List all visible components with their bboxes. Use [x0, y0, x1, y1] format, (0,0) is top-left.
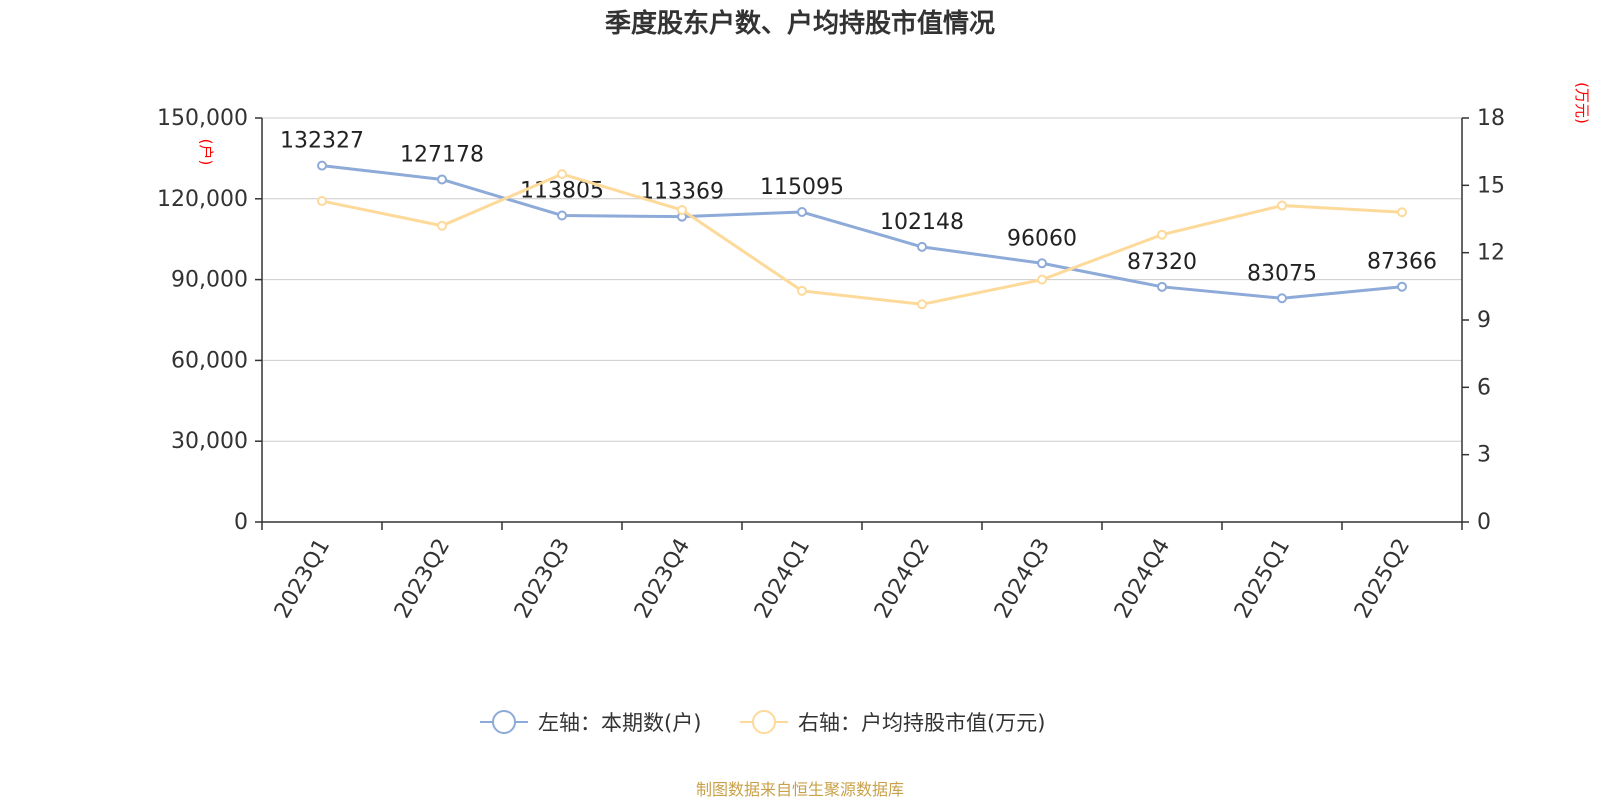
- right-tick-label: 3: [1477, 443, 1491, 468]
- left-axis-unit: (户): [197, 139, 215, 166]
- data-source: 制图数据来自恒生聚源数据库: [696, 780, 904, 799]
- data-label: 132327: [280, 129, 364, 154]
- data-point: [917, 299, 927, 310]
- left-tick-label: 0: [234, 510, 248, 535]
- right-tick-label: 9: [1477, 308, 1491, 333]
- right-tick-label: 12: [1477, 241, 1505, 266]
- x-tick-label: 2024Q2: [870, 535, 935, 623]
- data-point: [1037, 274, 1047, 285]
- data-point: [797, 207, 807, 218]
- right-axis-ticks: 0 3 6 9 12 15 18: [1462, 106, 1505, 535]
- data-point: [1037, 258, 1047, 269]
- data-point: [437, 174, 447, 185]
- series-line-left: [321, 164, 1403, 300]
- data-label: 87320: [1127, 250, 1197, 275]
- x-tick-label: 2023Q4: [630, 535, 695, 623]
- left-tick-label: 150,000: [157, 106, 248, 131]
- chart-title: 季度股东户数、户均持股市值情况: [605, 8, 995, 39]
- x-tick-label: 2025Q1: [1230, 535, 1295, 623]
- left-tick-label: 90,000: [171, 268, 248, 293]
- legend-marker: [752, 710, 776, 734]
- data-point: [677, 205, 687, 216]
- data-point: [917, 241, 927, 252]
- left-tick-label: 60,000: [171, 348, 248, 373]
- data-point: [1277, 293, 1287, 304]
- data-point: [557, 210, 567, 221]
- series-line-right: [321, 172, 1403, 306]
- data-point: [1157, 229, 1167, 240]
- x-tick-label: 2025Q2: [1350, 535, 1415, 623]
- data-label: 102148: [880, 210, 964, 235]
- x-tick-label: 2024Q1: [750, 535, 815, 623]
- data-point: [317, 196, 327, 207]
- left-tick-label: 30,000: [171, 429, 248, 454]
- data-point: [1157, 281, 1167, 292]
- right-axis-unit: (万元): [1573, 82, 1591, 124]
- data-point: [557, 169, 567, 180]
- data-label: 96060: [1007, 226, 1077, 251]
- data-point: [437, 220, 447, 231]
- data-point: [317, 160, 327, 171]
- grid-lines: [262, 117, 1462, 442]
- x-axis-ticks: 2023Q1 2023Q2 2023Q3 2023Q4 2024Q1 2024Q2 2024…: [261, 522, 1463, 623]
- data-point: [1397, 207, 1407, 218]
- data-label: 83075: [1247, 261, 1317, 286]
- x-tick-label: 2024Q4: [1110, 535, 1175, 623]
- data-label: 87366: [1367, 250, 1437, 275]
- x-tick-label: 2023Q3: [510, 535, 575, 623]
- legend[interactable]: 左轴：本期数(户) 右轴：户均持股市值(万元): [480, 710, 1045, 735]
- legend-label: 左轴：本期数(户): [538, 711, 701, 735]
- data-label: 115095: [760, 175, 844, 200]
- data-point: [1397, 281, 1407, 292]
- data-point: [797, 285, 807, 296]
- data-label: 127178: [400, 142, 484, 167]
- legend-label: 右轴：户均持股市值(万元): [798, 711, 1045, 735]
- right-tick-label: 15: [1477, 173, 1505, 198]
- legend-marker: [492, 710, 516, 734]
- right-tick-label: 18: [1477, 106, 1505, 131]
- x-tick-label: 2023Q2: [390, 535, 455, 623]
- x-tick-label: 2024Q3: [990, 535, 1055, 623]
- left-axis-ticks: 0 30,000 60,000 90,000 120,000 150,000: [157, 106, 262, 535]
- right-tick-label: 6: [1477, 375, 1491, 400]
- x-tick-label: 2023Q1: [270, 535, 335, 623]
- left-tick-label: 120,000: [157, 187, 248, 212]
- data-point: [1277, 200, 1287, 211]
- right-tick-label: 0: [1477, 510, 1491, 535]
